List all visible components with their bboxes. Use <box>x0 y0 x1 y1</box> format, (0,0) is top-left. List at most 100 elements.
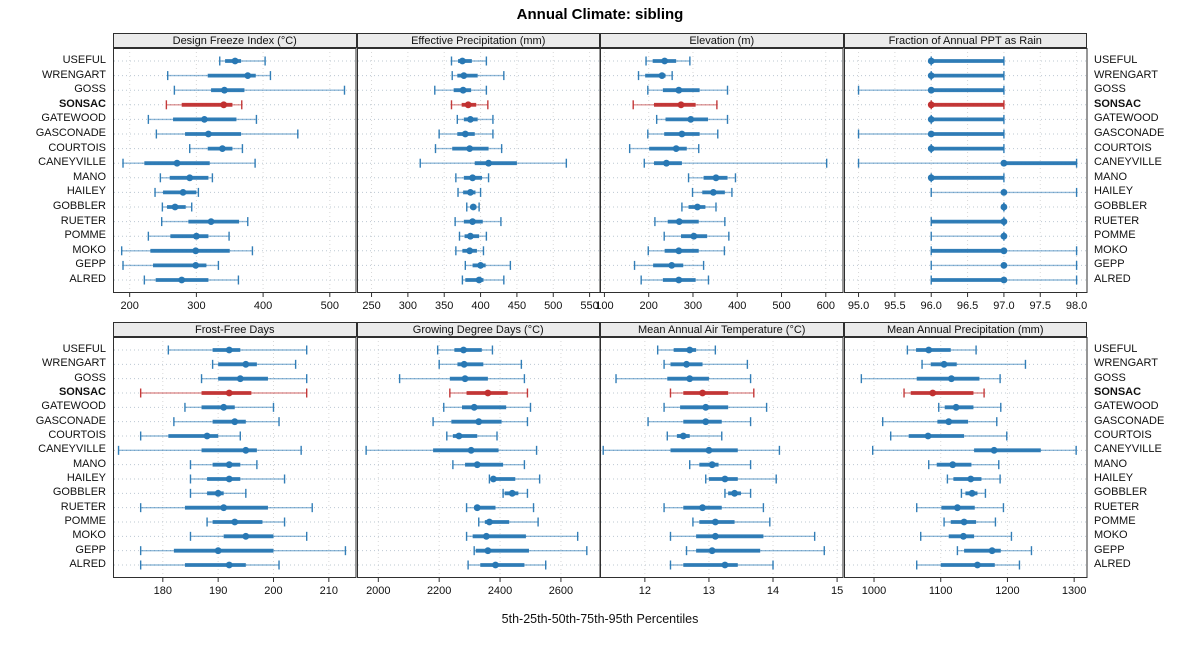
percentile-row-useful <box>906 345 977 355</box>
percentile-row-gobbler <box>501 488 528 498</box>
axis-tick-label: 400 <box>471 300 489 312</box>
axis-tick-label: 500 <box>772 300 790 312</box>
station-label-right-alred: ALRED <box>1094 558 1131 570</box>
percentile-row-useful <box>436 345 493 355</box>
station-label-left-goss: GOSS <box>74 371 106 384</box>
median-dot <box>225 346 233 354</box>
station-label-right-courtois: COURTOIS <box>1094 141 1152 154</box>
median-dot <box>474 418 482 426</box>
station-label-left-alred: ALRED <box>69 273 106 285</box>
percentile-row-sonsac <box>669 388 755 398</box>
percentile-row-courtois <box>139 431 241 441</box>
station-label-right-courtois: COURTOIS <box>1094 429 1152 441</box>
percentile-row-rueter <box>161 217 249 227</box>
station-label-left-courtois: COURTOIS <box>48 141 106 154</box>
percentile-row-sonsac <box>902 388 985 398</box>
median-dot <box>927 101 935 109</box>
station-label-right-gatewood: GATEWOOD <box>1094 400 1159 413</box>
percentile-row-gobbler <box>724 488 752 498</box>
percentile-row-rueter <box>139 503 313 513</box>
axis-tick-label: 100 <box>595 300 613 312</box>
percentile-row-goss <box>433 85 487 95</box>
axis-tick-label: 98.0 <box>1065 300 1086 312</box>
station-label-right-pomme: POMME <box>1094 515 1136 527</box>
median-dot <box>220 504 228 512</box>
median-dot <box>924 346 932 354</box>
axis-tick-label: 500 <box>544 300 562 312</box>
median-dot <box>690 232 698 240</box>
percentile-row-goss <box>860 374 1001 384</box>
percentile-row-gobbler <box>189 488 247 498</box>
median-dot <box>179 189 187 196</box>
median-dot <box>475 276 483 284</box>
axis-tick-label: 250 <box>362 300 380 312</box>
median-dot <box>476 262 484 269</box>
median-dot <box>711 518 719 526</box>
median-dot <box>220 101 228 109</box>
percentile-row-courtois <box>666 431 723 441</box>
percentile-row-gobbler <box>681 202 717 212</box>
median-dot <box>947 375 955 383</box>
percentile-row-useful <box>927 56 1005 66</box>
percentile-row-gatewood <box>663 402 768 412</box>
percentile-row-caneyville <box>871 445 1077 455</box>
median-dot <box>686 375 694 383</box>
percentile-row-gepp <box>633 260 705 270</box>
median-dot <box>699 504 706 512</box>
axis-tick-label: 2400 <box>487 585 511 597</box>
station-label-left-goss: GOSS <box>74 83 106 96</box>
station-label-left-pomme: POMME <box>64 515 106 527</box>
axis-tick-label: 450 <box>507 300 525 312</box>
percentile-row-sonsac <box>450 100 489 110</box>
percentile-row-rueter <box>453 217 502 227</box>
percentile-row-gepp <box>472 546 588 556</box>
percentile-row-useful <box>450 56 487 66</box>
panel-header-frost-free-days: Frost-Free Days <box>113 322 357 337</box>
percentile-row-moko <box>120 246 254 256</box>
median-dot <box>459 346 467 354</box>
percentile-row-gasconade <box>857 129 1005 139</box>
percentile-row-moko <box>919 531 1012 541</box>
median-dot <box>192 247 200 255</box>
median-dot <box>702 418 710 426</box>
median-dot <box>173 159 181 167</box>
axis-tick-label: 1200 <box>995 585 1019 597</box>
median-dot <box>203 432 211 440</box>
axis-tick-label: 1100 <box>928 585 952 597</box>
station-label-right-caneyville: CANEYVILLE <box>1094 156 1162 169</box>
median-dot <box>219 145 226 152</box>
percentile-row-hailey <box>705 474 777 484</box>
axis-tick-label: 1000 <box>861 585 885 597</box>
median-dot <box>702 403 710 411</box>
station-label-right-gepp: GEPP <box>1094 258 1125 271</box>
percentile-row-sonsac <box>927 100 1005 110</box>
panel-plot: 250 300 350 400 450 500 550 <box>356 48 600 312</box>
median-dot <box>242 360 250 368</box>
axis-tick-label: 600 <box>817 300 835 312</box>
median-dot <box>459 86 467 94</box>
panel-plot: 12 13 14 15 <box>600 337 844 597</box>
percentile-row-courtois <box>889 431 1007 441</box>
percentile-row-gepp <box>956 546 1032 556</box>
panel-plot: 100 200 300 400 500 600 <box>595 48 844 312</box>
median-dot <box>466 189 474 196</box>
axis-tick-label: 300 <box>684 300 702 312</box>
percentile-row-gepp <box>122 260 220 270</box>
median-dot <box>675 218 683 226</box>
percentile-row-gatewood <box>456 114 494 124</box>
median-dot <box>1000 159 1007 167</box>
median-dot <box>470 403 478 411</box>
percentile-row-pomme <box>458 231 487 241</box>
station-label-right-moko: MOKO <box>1094 529 1128 542</box>
percentile-row-gasconade <box>437 129 494 139</box>
percentile-row-goss <box>615 374 752 384</box>
percentile-row-alred <box>466 560 546 570</box>
percentile-row-moko <box>669 531 816 541</box>
percentile-row-gepp <box>685 546 825 556</box>
panel-header-mean-annual-air-temperature: Mean Annual Air Temperature (°C) <box>600 322 844 337</box>
percentile-row-mano <box>454 173 489 183</box>
panel-header-elevation: Elevation (m) <box>600 33 844 48</box>
axis-tick-label: 2000 <box>366 585 390 597</box>
percentile-row-wrengart <box>920 359 1026 369</box>
median-dot <box>721 561 729 569</box>
